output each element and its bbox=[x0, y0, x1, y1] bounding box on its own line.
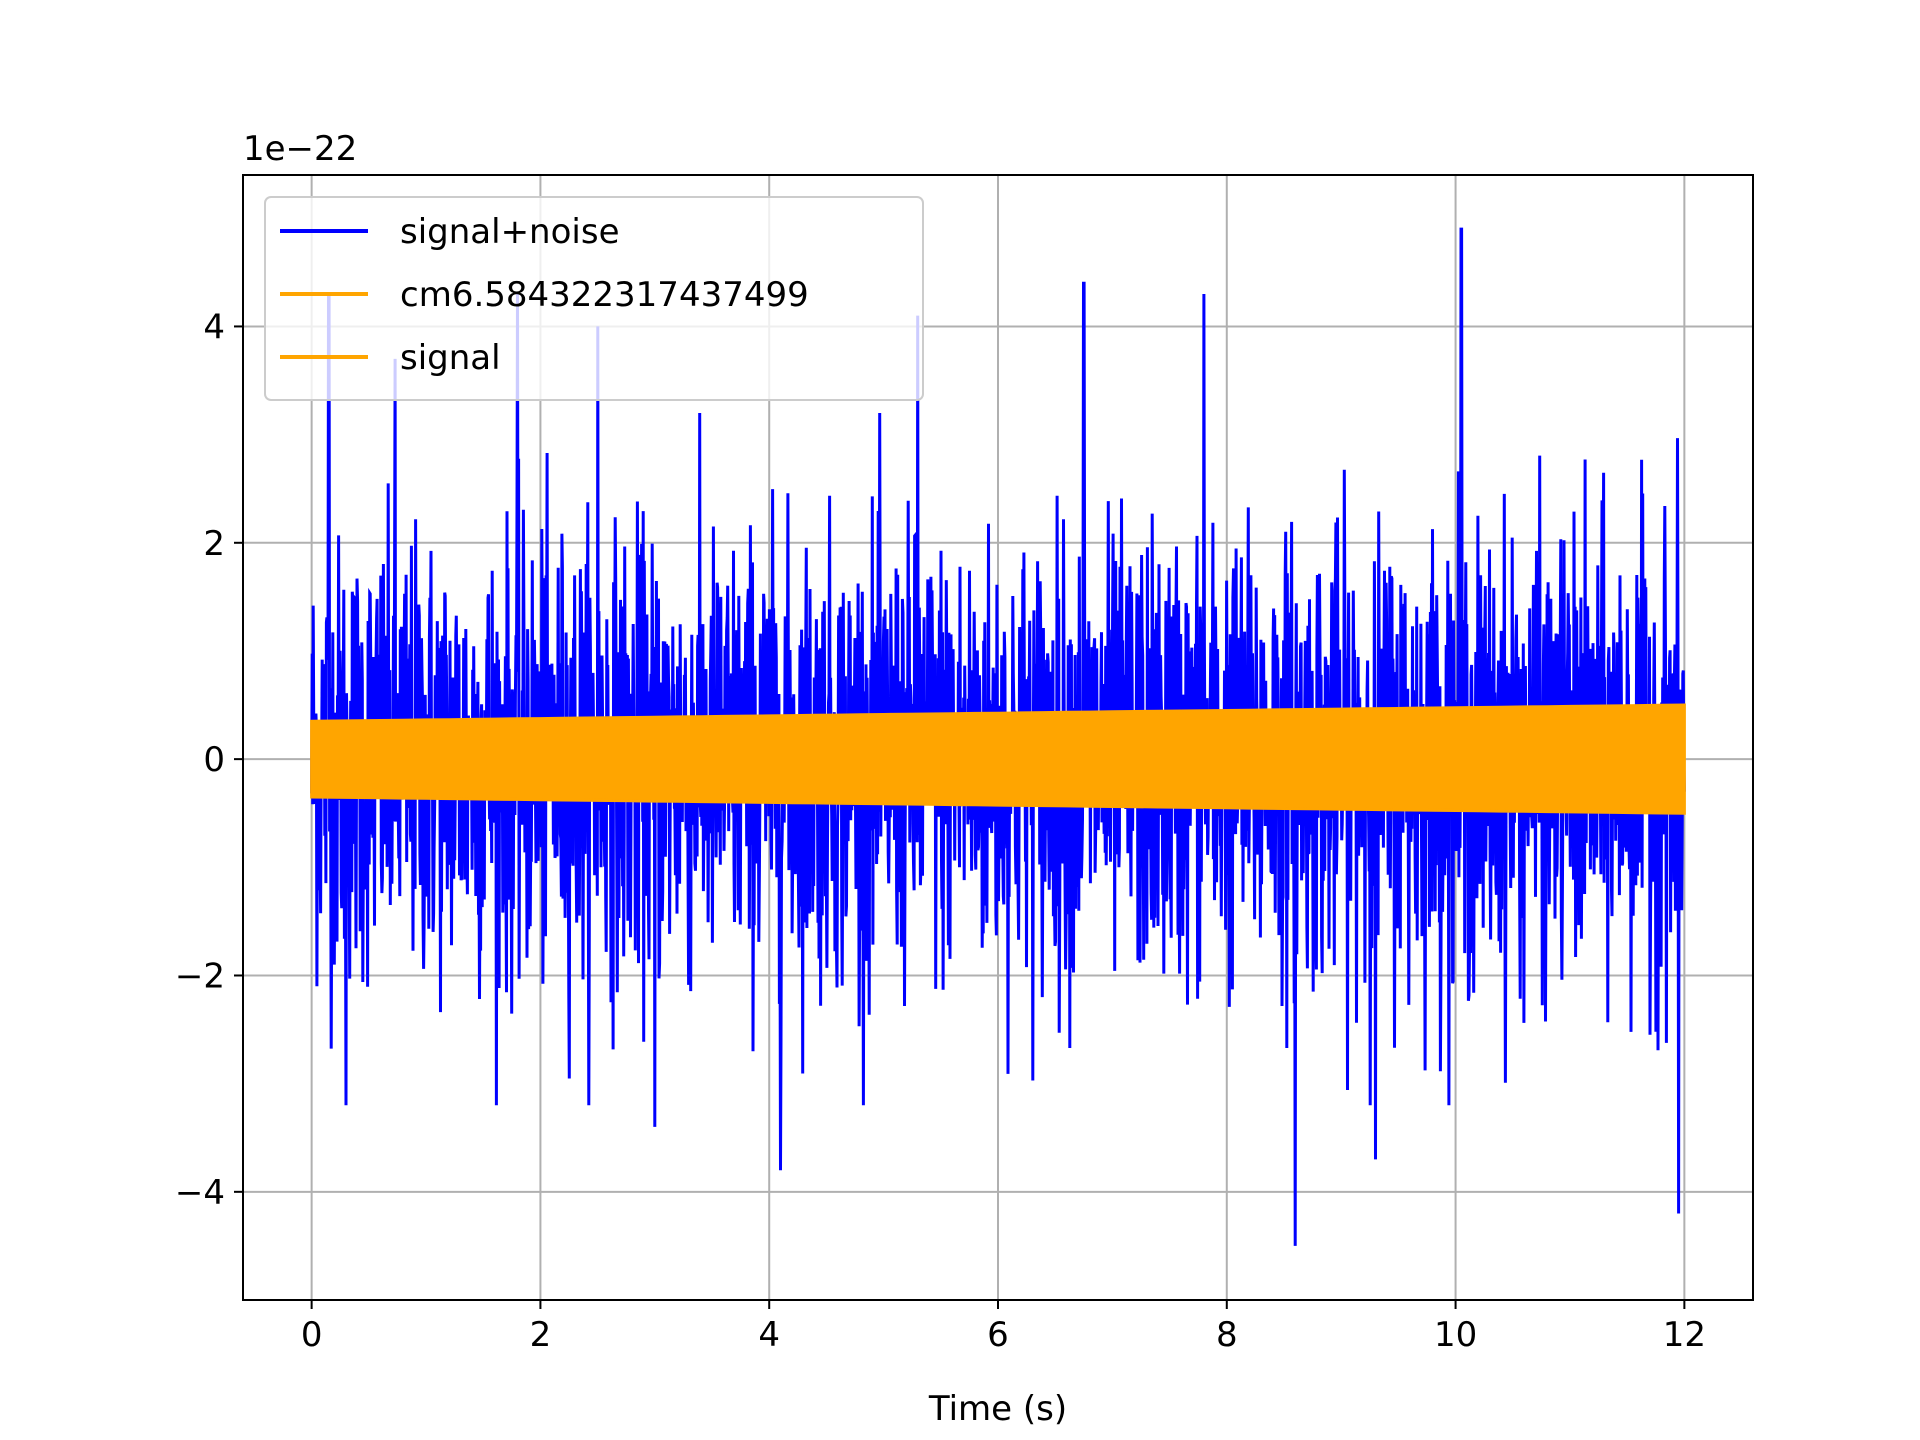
x-axis-label: Time (s) bbox=[928, 1389, 1067, 1429]
x-tick-label: 12 bbox=[1663, 1315, 1706, 1355]
legend-label: signal bbox=[400, 338, 501, 378]
y-axis-ticks: −4 −2 0 2 4 bbox=[175, 307, 243, 1213]
legend-box bbox=[264, 196, 924, 401]
legend-entry: signal+noise bbox=[280, 212, 620, 252]
legend-label: signal+noise bbox=[400, 212, 620, 252]
legend: signal+noise cm6.584322317437499 signal bbox=[264, 196, 924, 401]
y-tick-label: 0 bbox=[203, 740, 225, 780]
plot-data bbox=[310, 227, 1686, 1246]
legend-label: cm6.584322317437499 bbox=[400, 275, 809, 315]
y-tick-label: −2 bbox=[175, 956, 225, 996]
y-tick-label: −4 bbox=[175, 1173, 225, 1213]
x-tick-label: 8 bbox=[1216, 1315, 1238, 1355]
signal-series-band bbox=[310, 703, 1686, 815]
x-tick-label: 0 bbox=[301, 1315, 323, 1355]
legend-entry: cm6.584322317437499 bbox=[280, 275, 809, 315]
y-offset-label: 1e−22 bbox=[243, 129, 357, 169]
x-tick-label: 4 bbox=[758, 1315, 780, 1355]
legend-entry: signal bbox=[280, 338, 501, 378]
x-tick-label: 10 bbox=[1434, 1315, 1477, 1355]
x-tick-label: 2 bbox=[530, 1315, 552, 1355]
y-tick-label: 2 bbox=[203, 524, 225, 564]
x-axis-ticks: 0 2 4 6 8 10 12 bbox=[301, 1300, 1706, 1355]
y-tick-label: 4 bbox=[203, 307, 225, 347]
x-tick-label: 6 bbox=[987, 1315, 1009, 1355]
